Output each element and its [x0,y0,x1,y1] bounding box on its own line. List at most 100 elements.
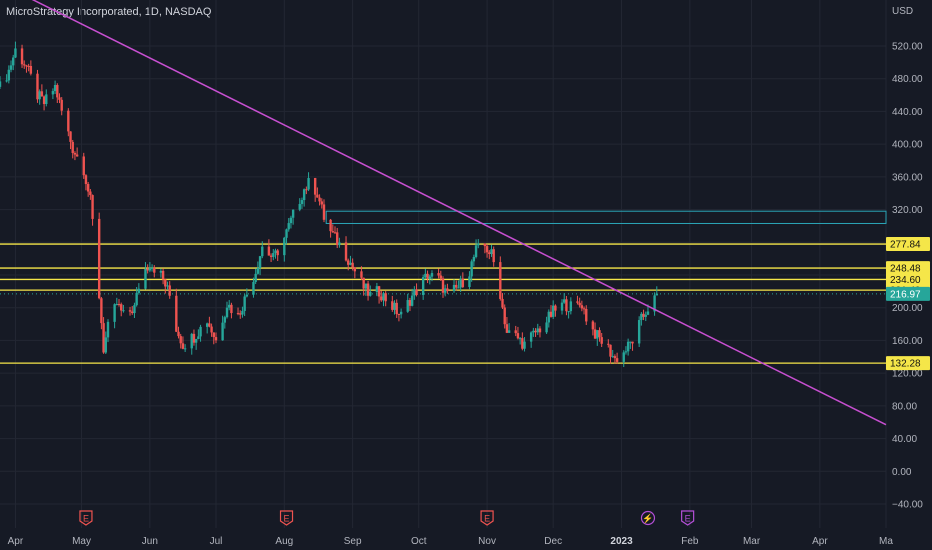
candle-body [611,356,614,358]
candle-body [194,339,198,343]
dividend-marker-icon[interactable] [681,510,695,526]
price-axis[interactable]: USD 520.00 480.00 440.00 400.00 360.00 320.00 2… [886,6,930,511]
candle-body [534,330,537,333]
current-price-label: 216.97 [890,289,921,300]
candle-body [554,305,557,311]
candle-body [318,197,321,202]
candle-body [503,307,506,325]
candle-body [91,195,94,219]
candle-body [199,326,202,337]
candle-body [565,299,568,312]
candle-body [245,294,249,297]
candle-body [514,330,517,334]
candle-body [128,310,132,312]
candle-body [298,203,301,210]
time-tick-label: 2023 [610,536,633,547]
candle-body [613,356,617,359]
horizontal-levels[interactable] [0,243,886,364]
time-axis[interactable]: Apr May Jun Jul Aug Sep Oct Nov Dec 2023 Feb Mar Apr… [8,536,894,547]
event-markers[interactable]: E E E ⚡ E [79,510,695,526]
candle-body [428,276,431,279]
candle-body [283,237,286,256]
candle-body [474,245,478,257]
candle-body [410,295,414,306]
candle-body [166,285,169,287]
candle-body [168,285,171,296]
candle-body [516,333,520,339]
candle-body [73,152,77,155]
candle-body [446,288,449,292]
trend-line[interactable] [0,0,887,426]
candle-body [133,305,136,314]
event-marker-label: E [685,514,691,524]
time-tick-label: Dec [544,536,562,547]
candle-body [375,286,379,293]
candle-body [582,308,586,310]
candle-body [452,284,456,292]
candle-body [254,273,257,283]
candle-body [408,300,412,306]
candle-body [291,209,295,218]
candle-body [144,268,147,289]
candle-body [653,295,656,312]
candle-body [655,293,658,296]
candle-body [307,178,310,190]
candle-body [274,250,277,254]
candle-body [477,243,480,246]
candle-body [71,141,74,153]
price-tick-label: 160.00 [892,336,923,347]
candle-body [27,65,30,67]
candle-body [289,217,293,224]
candle-body [430,273,434,277]
candle-body [243,296,246,311]
candle-body [5,80,8,82]
level-price-label: 234.60 [890,275,921,286]
candle-body [179,336,182,344]
price-axis-currency: USD [892,6,913,17]
candle-body [190,333,193,349]
candle-body [366,283,370,296]
candle-body [468,276,471,288]
candle-body [137,288,141,293]
candle-body [51,91,55,95]
candle-body [578,302,581,306]
time-tick-label: Oct [411,536,427,547]
earnings-marker-icon[interactable] [279,510,294,526]
level-price-label: 277.84 [890,240,921,251]
supply-zone-box[interactable] [325,210,887,224]
trend-line-layer[interactable] [0,0,887,426]
candle-body [439,275,442,279]
candle-body [598,330,601,338]
candle-body [9,65,13,70]
candle-body [472,256,476,262]
candle-body [239,313,242,315]
candle-body [413,289,416,296]
candle-body [397,313,401,315]
candle-body [272,253,275,257]
candle-body [23,64,26,66]
candle-body [104,337,107,353]
candle-body [347,260,350,265]
candle-body [214,337,218,341]
event-marker-label: E [484,514,490,524]
candle-body [640,313,643,321]
split-marker-icon[interactable] [640,510,656,526]
candle-body [329,219,332,232]
candle-body [205,323,209,327]
candle-body [551,305,555,317]
chart-title: MicroStrategy Incorporated, 1D, NASDAQ [6,6,212,18]
time-tick-label: Sep [344,536,362,547]
candle-body [322,204,326,220]
earnings-marker-icon[interactable] [79,510,93,526]
candle-body [483,243,487,247]
candle-body [106,321,110,338]
earnings-marker-icon[interactable] [480,510,494,526]
zone-rectangle[interactable] [325,210,887,224]
candle-body [591,321,595,330]
candle-body [320,201,323,205]
candle-body [549,311,553,317]
candle-body [14,48,17,58]
candle-body [596,330,599,339]
candle-body [177,331,180,337]
